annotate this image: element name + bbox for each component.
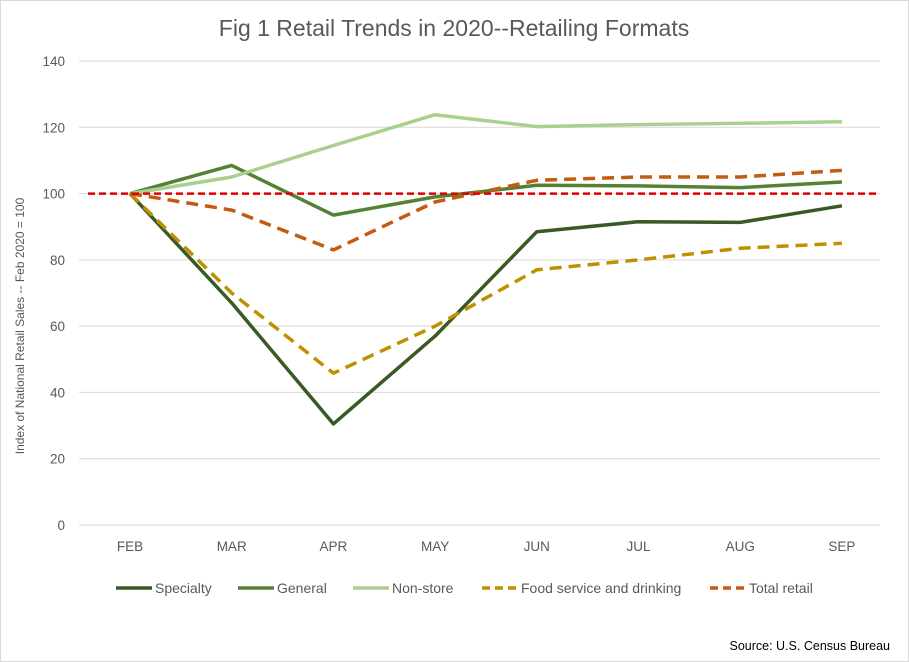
y-axis-title: Index of National Retail Sales -- Feb 20… — [13, 197, 27, 454]
y-tick-label: 20 — [50, 452, 65, 467]
series-line-non-store — [129, 112, 842, 196]
y-tick-label: 140 — [42, 54, 65, 69]
y-tick-label: 80 — [50, 253, 65, 268]
legend-label: Non-store — [392, 580, 454, 596]
series-line-total-retail — [129, 168, 843, 252]
chart-title: Fig 1 Retail Trends in 2020--Retailing F… — [219, 15, 689, 41]
y-tick-label: 100 — [42, 187, 65, 202]
legend-label: Specialty — [155, 580, 212, 596]
x-tick-label: AUG — [726, 539, 755, 554]
legend-label: Total retail — [749, 580, 813, 596]
x-tick-label: JUL — [626, 539, 650, 554]
x-tick-label: JUN — [524, 539, 550, 554]
series-line-specialty — [128, 192, 843, 426]
y-tick-label: 120 — [42, 120, 65, 135]
legend-label: Food service and drinking — [521, 580, 681, 596]
x-tick-label: MAR — [217, 539, 247, 554]
y-axis-ticks: 0 20 40 60 80 100 120 140 — [42, 54, 65, 533]
y-tick-label: 0 — [57, 518, 65, 533]
x-tick-label: MAY — [421, 539, 449, 554]
x-tick-label: FEB — [117, 539, 143, 554]
x-tick-label: SEP — [828, 539, 855, 554]
x-axis-ticks: FEB MAR APR MAY JUN JUL AUG SEP — [117, 539, 856, 554]
series-lines — [128, 112, 843, 426]
y-tick-label: 60 — [50, 319, 65, 334]
y-tick-label: 40 — [50, 385, 65, 400]
legend: Specialty General Non-store Food service an… — [116, 580, 813, 596]
source-note: Source: U.S. Census Bureau — [730, 639, 891, 653]
series-line-food-service-and-drinking — [128, 192, 842, 375]
legend-label: General — [277, 580, 327, 596]
x-tick-label: APR — [320, 539, 348, 554]
series-line-general — [129, 163, 842, 217]
